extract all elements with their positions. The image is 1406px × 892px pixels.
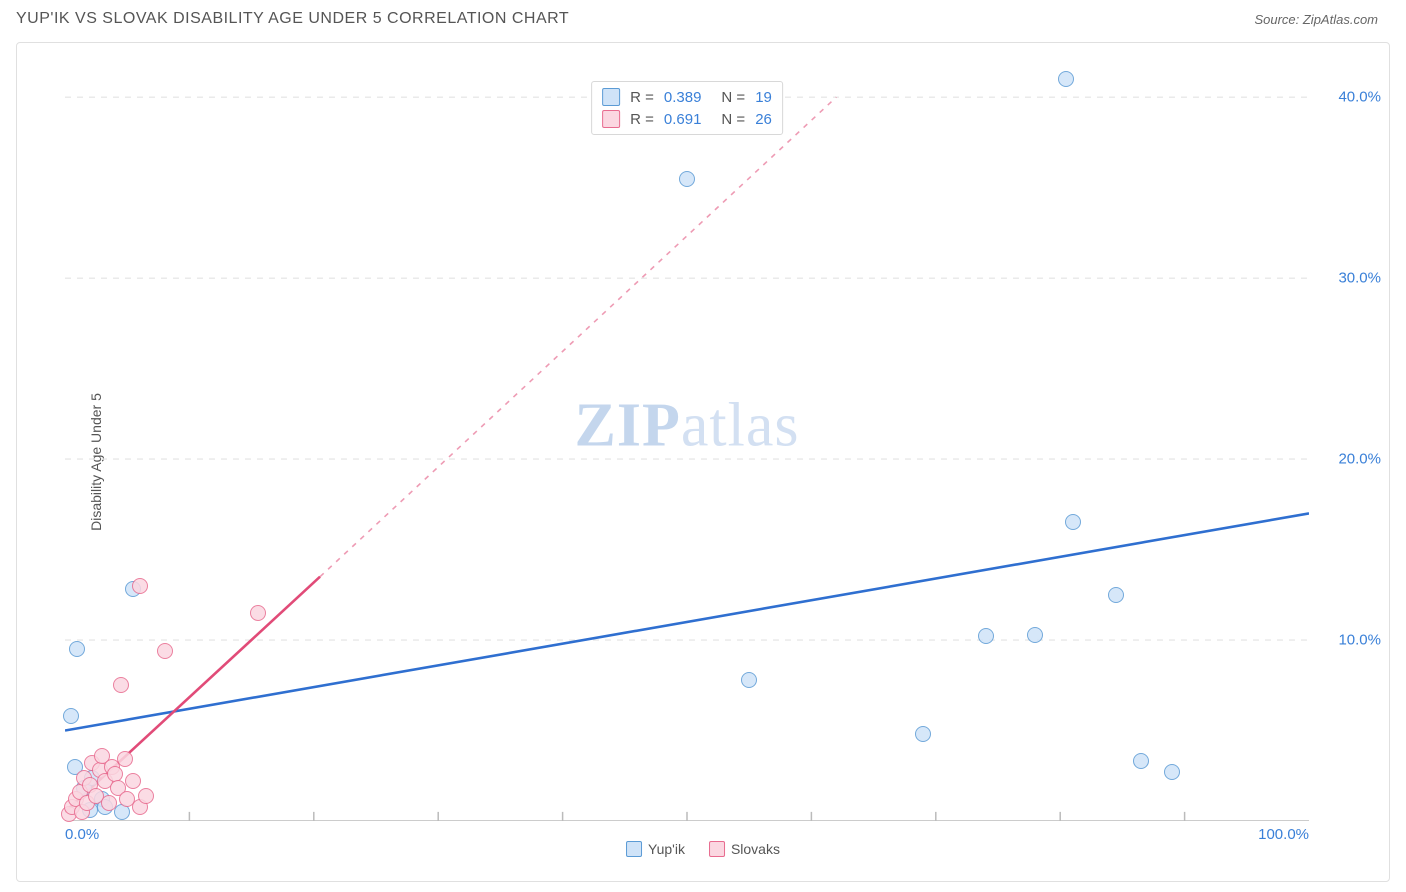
data-point — [741, 672, 757, 688]
stats-legend-row: R = 0.691 N = 26 — [602, 108, 772, 130]
header: YUP'IK VS SLOVAK DISABILITY AGE UNDER 5 … — [0, 0, 1406, 42]
legend-swatch — [709, 841, 725, 857]
source-label: Source: ZipAtlas.com — [1254, 12, 1378, 27]
legend-label: Slovaks — [731, 841, 780, 857]
data-point — [1065, 514, 1081, 530]
legend-item: Slovaks — [709, 841, 780, 857]
y-tick-label: 40.0% — [1338, 89, 1381, 106]
n-value: 19 — [755, 89, 772, 106]
stats-legend-row: R = 0.389 N = 19 — [602, 86, 772, 108]
stats-legend: R = 0.389 N = 19 R = 0.691 N = 26 — [591, 81, 783, 135]
legend-swatch — [626, 841, 642, 857]
n-value: 26 — [755, 111, 772, 128]
legend-label: Yup'ik — [648, 841, 685, 857]
data-point — [101, 795, 117, 811]
data-point — [157, 643, 173, 659]
series-legend: Yup'ik Slovaks — [626, 841, 780, 857]
chart-title: YUP'IK VS SLOVAK DISABILITY AGE UNDER 5 … — [16, 10, 569, 27]
n-label: N = — [721, 89, 745, 106]
r-value: 0.389 — [664, 89, 702, 106]
x-tick-label: 100.0% — [1258, 826, 1309, 843]
legend-item: Yup'ik — [626, 841, 685, 857]
data-point — [250, 605, 266, 621]
legend-swatch — [602, 88, 620, 106]
data-point — [679, 171, 695, 187]
data-point — [1108, 587, 1124, 603]
r-value: 0.691 — [664, 111, 702, 128]
y-tick-label: 30.0% — [1338, 270, 1381, 287]
legend-swatch — [602, 110, 620, 128]
r-label: R = — [630, 89, 654, 106]
data-point — [1027, 627, 1043, 643]
plot-area: ZIPatlas R = 0.389 N = 19 R = 0.691 N = … — [65, 61, 1309, 821]
data-point — [132, 578, 148, 594]
r-label: R = — [630, 111, 654, 128]
y-tick-label: 20.0% — [1338, 451, 1381, 468]
x-tick-label: 0.0% — [65, 826, 99, 843]
y-tick-label: 10.0% — [1338, 632, 1381, 649]
chart-container: Disability Age Under 5 ZIPatlas R = 0.38… — [16, 42, 1390, 882]
data-point — [138, 788, 154, 804]
n-label: N = — [721, 111, 745, 128]
data-point — [978, 628, 994, 644]
